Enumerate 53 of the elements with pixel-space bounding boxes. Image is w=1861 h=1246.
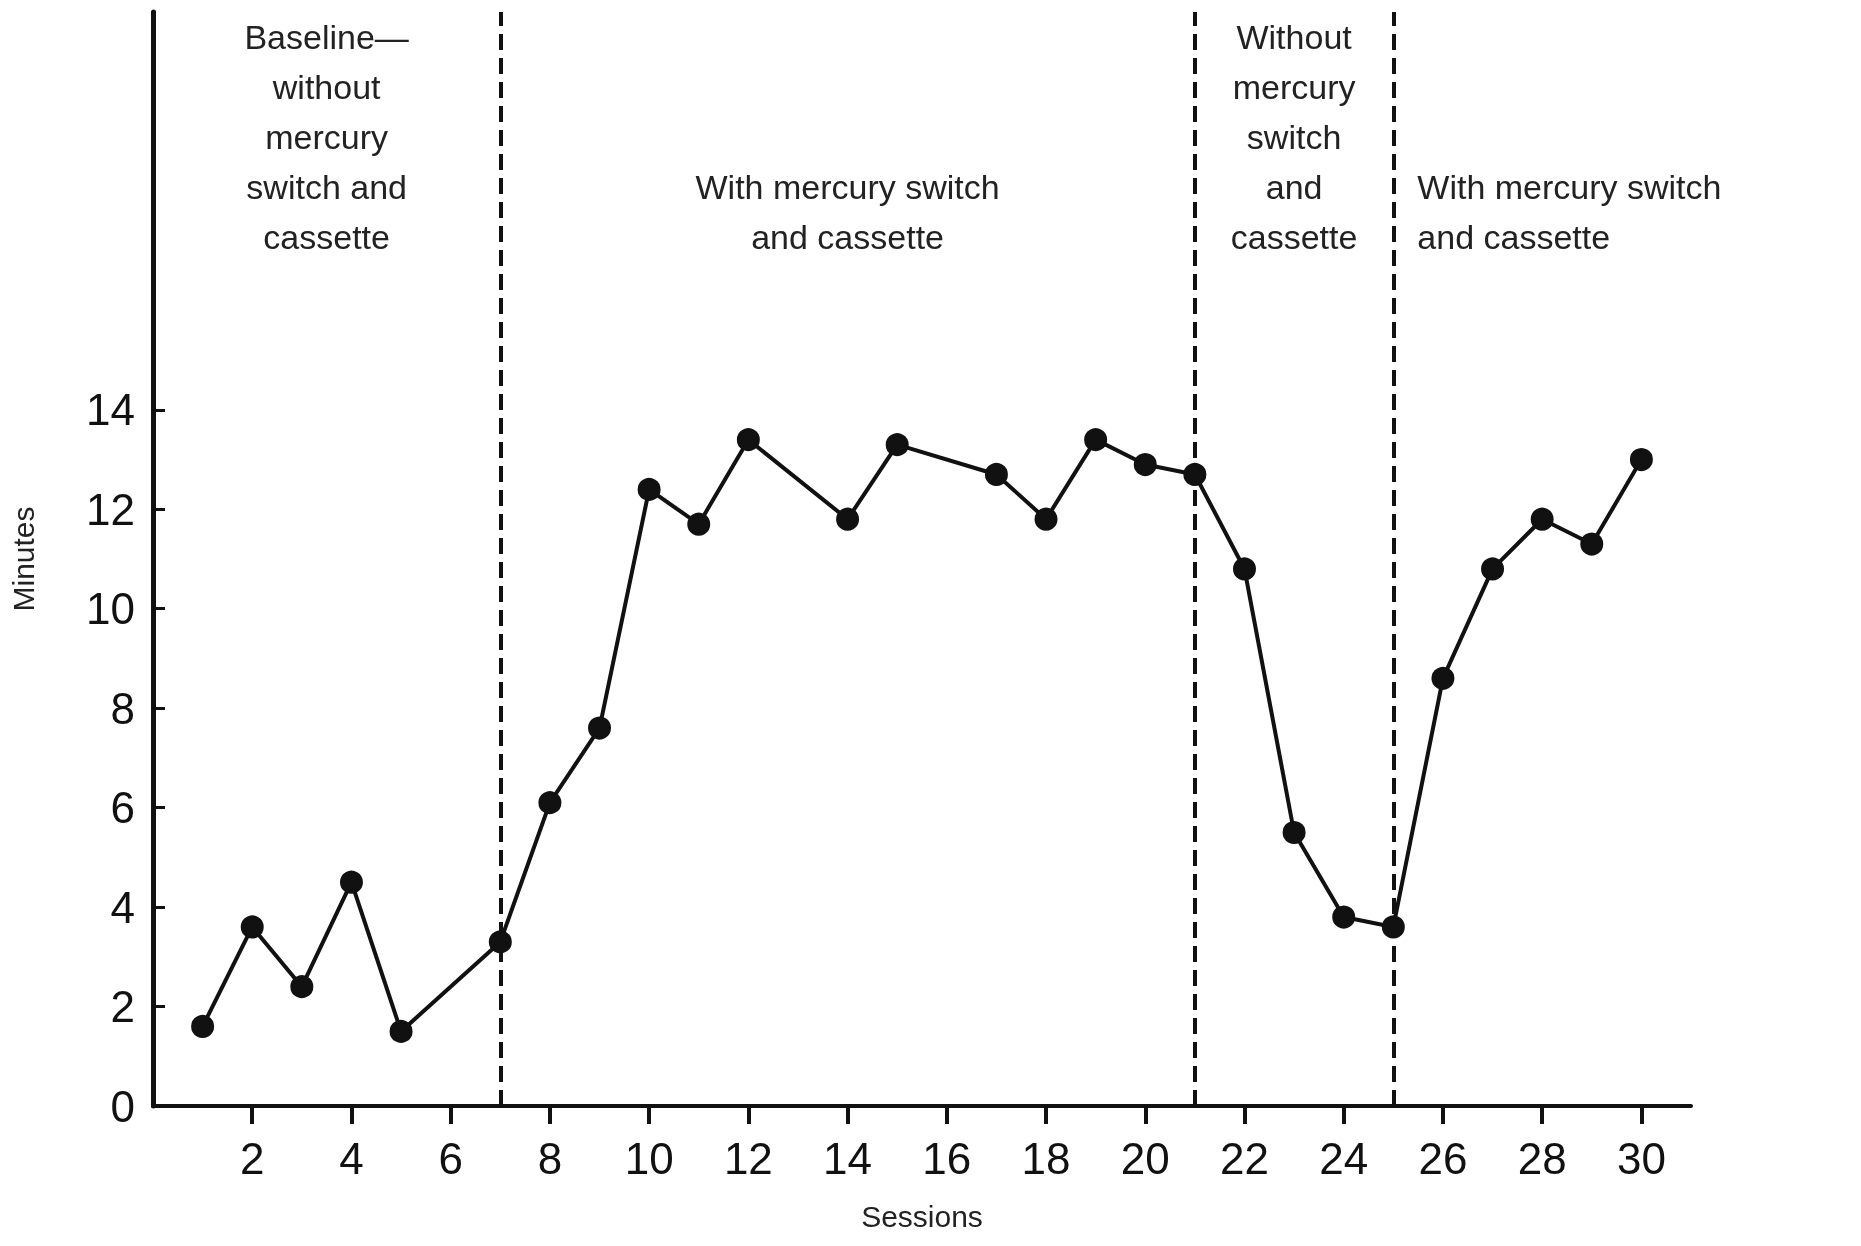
point [1034,507,1058,531]
point [588,716,612,740]
x-tick-label: 30 [1616,1133,1666,1183]
x-tick-label: 10 [624,1133,674,1183]
point [984,462,1008,486]
point [836,507,860,531]
x-axis-title: Sessions [861,1199,983,1233]
x-tick-label: 20 [1120,1133,1170,1183]
x-tick-label: 14 [823,1133,873,1183]
point [1332,905,1356,929]
point [1133,453,1157,477]
x-tick-label: 28 [1517,1133,1567,1183]
y-tick-label: 10 [86,584,135,634]
y-tick-label: 14 [86,385,135,435]
point [1431,666,1455,690]
point [290,975,314,999]
x-tick-label: 22 [1220,1133,1269,1183]
point [1629,448,1653,472]
point [389,1019,413,1043]
y-tick-label: 6 [110,783,135,833]
annotation: Without mercury switch and cassette [1230,18,1358,256]
x-tick-label: 8 [537,1133,563,1183]
y-tick-label: 0 [110,1081,135,1131]
point [687,512,711,536]
x-tick-label: 24 [1319,1133,1369,1183]
y-tick-label: 4 [110,882,135,932]
x-tick-label: 12 [723,1133,773,1183]
y-tick-label: 8 [110,683,135,733]
point [637,477,661,501]
annotation: With mercury switch and cassette [1417,168,1722,256]
point [1580,532,1604,556]
x-tick-label: 26 [1418,1133,1468,1183]
point [339,870,363,894]
x-tick-label: 18 [1021,1133,1071,1183]
y-tick-label: 2 [110,982,135,1032]
annotation: Baseline— without mercury switch and cassette [244,18,409,256]
x-tick-label: 6 [438,1133,463,1183]
annotation: With mercury switch and cassette [695,168,1000,256]
point [885,433,909,457]
point [1530,507,1554,531]
y-tick-label: 12 [86,484,135,534]
point [1233,557,1256,581]
point [191,1014,215,1038]
point [538,791,562,815]
point [240,915,264,939]
point [1084,428,1108,452]
x-tick-label: 4 [339,1133,364,1183]
point [736,428,760,452]
y-axis-title: Minutes [6,506,40,612]
x-tick-label: 2 [239,1133,265,1183]
x-tick-label: 16 [922,1133,972,1183]
point [1481,557,1505,581]
point [1282,821,1306,844]
